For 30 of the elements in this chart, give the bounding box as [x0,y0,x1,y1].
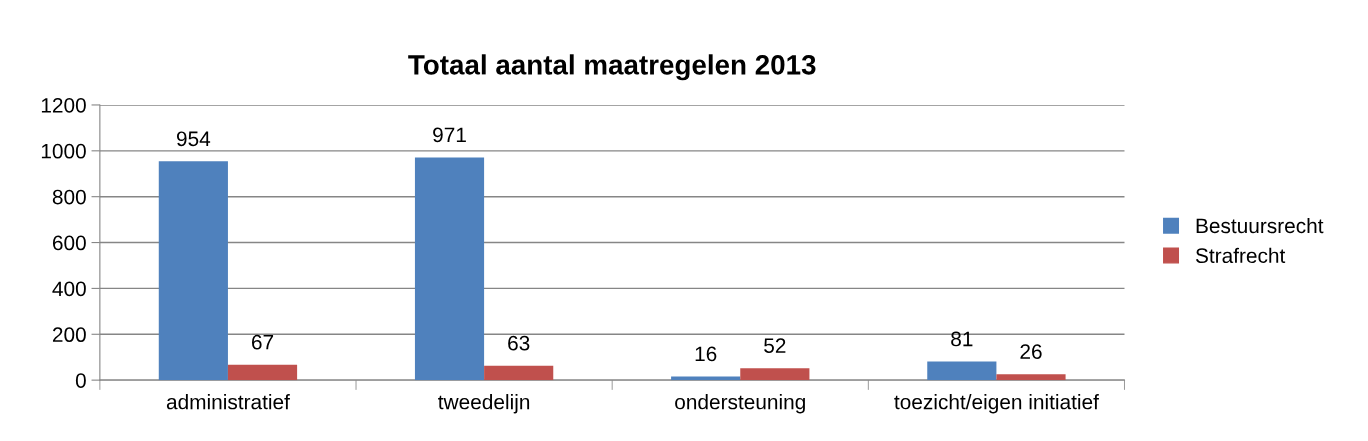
bar [484,365,554,381]
chart-title: Totaal aantal maatregelen 2013 [408,54,816,81]
data-label: 954 [176,131,211,147]
y-tick-label: 0 [75,373,86,388]
data-label: 971 [433,127,466,143]
x-tick-label: toezicht/eigen initiatief [894,394,1099,414]
data-label: 26 [1020,344,1042,359]
bar [671,376,741,381]
data-label: 81 [951,331,973,347]
bar [227,364,298,381]
bar [414,157,485,381]
x-tick-label: tweedelijn [438,394,530,414]
data-label: 16 [695,346,717,362]
y-tick-label: 1200 [41,97,86,113]
legend-label: Bestuursrecht [1196,217,1324,234]
y-tick-label: 800 [52,189,86,205]
y-tick-label: 400 [52,281,86,297]
bar [996,374,1066,381]
bar [927,361,997,381]
bar [740,368,810,381]
x-tick-label: ondersteuning [675,394,805,414]
data-label: 52 [764,338,786,353]
bar [158,161,228,381]
y-tick-label: 600 [52,235,86,251]
y-tick-label: 1000 [41,143,86,159]
legend-label: Strafrecht [1195,247,1286,264]
data-label: 67 [252,334,274,350]
data-label: 63 [508,335,530,351]
y-tick-label: 200 [52,327,86,343]
x-tick-label: administratief [166,394,290,410]
